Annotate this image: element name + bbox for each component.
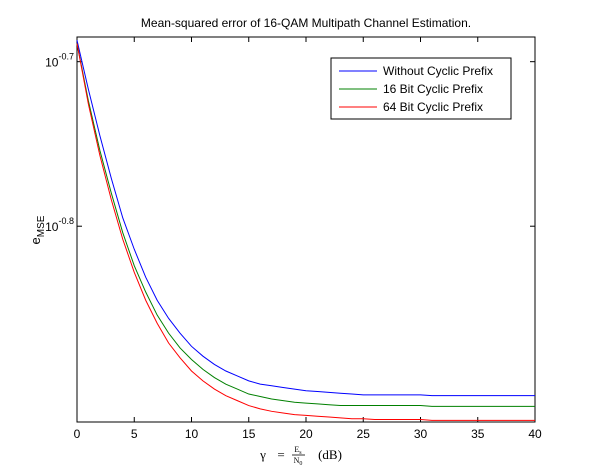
x-axis-label-units: (dB) — [318, 447, 342, 462]
x-tick-label: 5 — [131, 427, 138, 441]
y-axis-ticks: 10-0.7 10-0.8 — [45, 52, 535, 234]
series-line-1 — [76, 40, 535, 397]
y-tick-label: 10-0.7 — [45, 52, 74, 70]
series-line-2 — [76, 43, 535, 407]
x-tick-label: 10 — [185, 427, 199, 441]
series-line-3 — [76, 43, 535, 421]
chart-title: Mean-squared error of 16-QAM Multipath C… — [141, 16, 471, 30]
x-axis-label-equals: = — [277, 447, 284, 462]
x-tick-label: 35 — [471, 427, 485, 441]
legend-label: 16 Bit Cyclic Prefix — [383, 82, 483, 96]
series-lines — [76, 40, 535, 421]
x-tick-label: 40 — [528, 427, 542, 441]
y-axis-label-base: e — [28, 237, 43, 244]
x-tick-label: 25 — [357, 427, 371, 441]
x-tick-label: 20 — [299, 427, 313, 441]
x-axis-label-denominator: N0 — [294, 456, 303, 467]
x-tick-label: 0 — [74, 427, 81, 441]
legend-label: 64 Bit Cyclic Prefix — [383, 100, 483, 114]
x-axis-label: γ = Es N0 (dB) — [259, 445, 342, 467]
x-axis-label-numerator: Es — [294, 445, 302, 456]
x-tick-label: 15 — [242, 427, 256, 441]
y-tick-label: 10-0.8 — [45, 216, 74, 234]
legend: Without Cyclic Prefix 16 Bit Cyclic Prefi… — [330, 57, 512, 120]
x-axis-label-gamma: γ — [259, 447, 266, 462]
x-tick-label: 30 — [414, 427, 428, 441]
x-axis-ticks: 0 5 10 15 20 25 30 35 40 — [74, 37, 542, 441]
legend-label: Without Cyclic Prefix — [383, 64, 493, 78]
y-axis-label-subscript: MSE — [36, 215, 47, 237]
y-axis-label: eMSE — [28, 215, 47, 244]
